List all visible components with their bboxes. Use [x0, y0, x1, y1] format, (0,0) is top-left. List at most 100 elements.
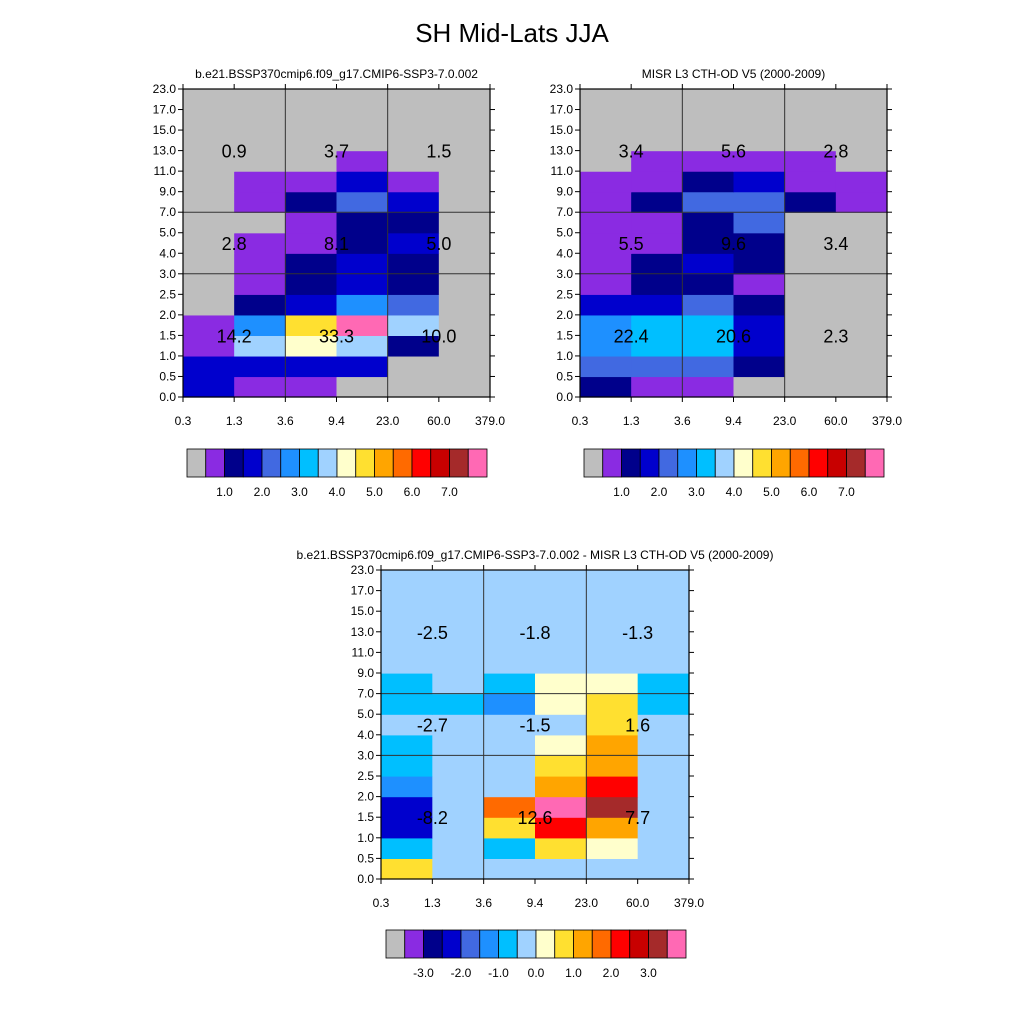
heatmap-cell — [682, 130, 735, 152]
heatmap-cell — [387, 130, 440, 152]
x-tick-label: 379.0 — [674, 896, 704, 910]
heatmap-cell — [637, 776, 690, 798]
y-tick-label: 2.0 — [159, 308, 176, 322]
colorbar-label: 4.0 — [329, 485, 346, 499]
heatmap-cell — [631, 335, 683, 357]
heatmap-cell — [586, 817, 639, 839]
heatmap-cell — [580, 376, 632, 398]
heatmap-cell — [438, 232, 491, 254]
heatmap-cell — [183, 253, 235, 275]
heatmap-cell — [483, 673, 536, 695]
heatmap-cell — [336, 171, 389, 193]
colorbar-swatch — [827, 448, 847, 478]
heatmap-cell — [483, 714, 536, 736]
heatmap-cell — [438, 171, 491, 193]
colorbar: -3.0 -2.0 -1.0 0.0 1.0 2.0 3.0 — [385, 929, 687, 980]
colorbar-swatch — [752, 448, 772, 478]
heatmap-cell — [483, 611, 536, 633]
heatmap-cell — [336, 294, 389, 316]
region-total-label: 9.6 — [721, 234, 746, 254]
heatmap-cell — [580, 294, 632, 316]
heatmap-cell — [835, 253, 888, 275]
region-total-label: -1.5 — [519, 716, 550, 736]
heatmap-cell — [535, 837, 587, 859]
heatmap-cell — [682, 232, 735, 254]
heatmap-cell — [637, 611, 690, 633]
heatmap-cell — [733, 130, 786, 152]
heatmap-cell — [483, 590, 536, 612]
heatmap-cell — [234, 171, 286, 193]
heatmap-cell — [336, 253, 389, 275]
colorbar-swatch — [224, 448, 244, 478]
colorbar-swatch — [535, 929, 556, 959]
heatmap-cell — [387, 232, 440, 254]
heatmap-cell — [183, 89, 235, 111]
heatmap-cell — [483, 776, 536, 798]
heatmap-cell — [631, 191, 683, 213]
colorbar-label: 4.0 — [726, 485, 743, 499]
colorbar-swatch — [591, 929, 612, 959]
region-total-label: -1.8 — [519, 623, 550, 643]
heatmap-cell — [535, 776, 587, 798]
colorbar-swatch — [714, 448, 735, 478]
colorbar-swatch — [696, 448, 716, 478]
heatmap-cell — [580, 212, 632, 234]
heatmap-cell — [586, 858, 639, 880]
x-tick-label: 1.3 — [623, 414, 640, 428]
x-tick-label: 0.3 — [373, 896, 390, 910]
heatmap-cell — [285, 109, 338, 131]
heatmap-cell — [381, 714, 433, 736]
y-tick-label: 0.0 — [357, 872, 374, 886]
heatmap-cell — [580, 89, 632, 111]
y-tick-label: 3.0 — [556, 267, 573, 281]
heatmap-cell — [682, 212, 735, 234]
heatmap-cell — [637, 652, 690, 674]
heatmap-cell — [784, 355, 837, 378]
y-tick-label: 2.0 — [357, 790, 374, 804]
heatmap-cell — [438, 212, 491, 234]
y-tick-label: 2.5 — [556, 287, 573, 301]
heatmap-cell — [631, 212, 683, 234]
heatmap-cell — [835, 376, 888, 398]
heatmap-cell — [835, 130, 888, 152]
heatmap-cell — [234, 191, 286, 213]
heatmap-cell — [631, 314, 683, 336]
colorbar-swatch — [423, 929, 443, 959]
heatmap-cell — [535, 714, 587, 736]
region-total-label: 1.6 — [625, 716, 650, 736]
heatmap-cell — [183, 294, 235, 316]
colorbar-label: 3.0 — [688, 485, 705, 499]
heatmap-cell — [234, 232, 286, 254]
heatmap-cell — [438, 376, 491, 398]
colorbar-label: 0.0 — [528, 966, 545, 980]
colorbar-swatch — [205, 448, 225, 478]
heatmap-cell — [586, 631, 639, 653]
y-tick-label: 23.0 — [550, 82, 574, 96]
y-tick-label: 9.0 — [159, 185, 176, 199]
heatmap-cell — [631, 253, 683, 275]
region-total-label: 20.6 — [716, 326, 751, 346]
colorbar-swatch — [648, 929, 668, 959]
region-total-label: 10.0 — [421, 326, 456, 346]
colorbar-swatch — [404, 929, 424, 959]
heatmap-cell — [381, 652, 433, 674]
heatmap-cell — [784, 273, 837, 295]
heatmap-cell — [483, 734, 536, 756]
region-total-label: -2.5 — [417, 623, 448, 643]
heatmap-cell — [733, 253, 786, 275]
heatmap-cell — [784, 376, 837, 398]
heatmap-cell — [183, 335, 235, 357]
colorbar-label: 1.0 — [613, 485, 630, 499]
region-total-label: 8.1 — [324, 234, 349, 254]
colorbar-label: 1.0 — [565, 966, 582, 980]
heatmap-cell — [835, 335, 888, 357]
heatmap-cell — [432, 714, 485, 736]
heatmap-cell — [733, 191, 786, 213]
panel-title: b.e21.BSSP370cmip6.f09_g17.CMIP6-SSP3-7.… — [195, 67, 478, 81]
heatmap-cell — [784, 191, 837, 213]
heatmap-cell — [631, 232, 683, 254]
heatmap-cell — [733, 294, 786, 316]
y-tick-label: 1.5 — [357, 810, 374, 824]
heatmap-cell — [586, 673, 639, 695]
x-tick-label: 9.4 — [328, 414, 345, 428]
